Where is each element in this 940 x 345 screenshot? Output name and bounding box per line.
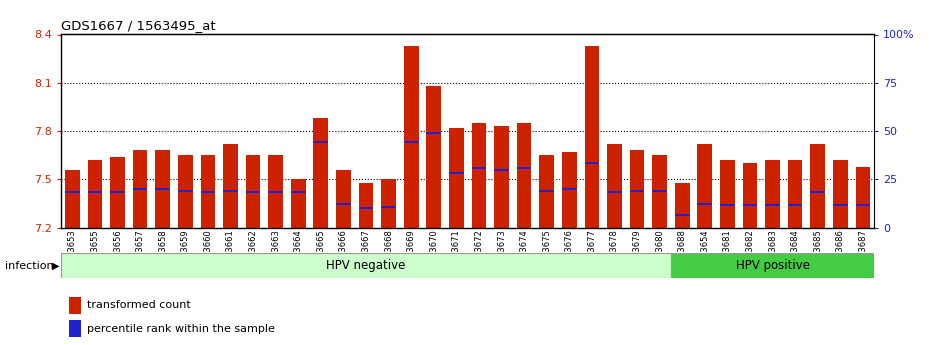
Bar — [110, 157, 125, 228]
Bar — [449, 128, 463, 228]
Bar — [810, 191, 825, 193]
Bar — [61, 253, 671, 278]
Bar — [855, 204, 870, 206]
Bar — [404, 46, 418, 228]
Bar — [382, 179, 396, 228]
Bar — [652, 155, 667, 228]
Bar — [765, 160, 780, 228]
Bar — [223, 190, 238, 191]
Bar — [720, 160, 735, 228]
Bar — [675, 183, 690, 228]
Bar — [404, 141, 418, 143]
Bar — [427, 86, 441, 228]
Bar — [585, 162, 599, 164]
Bar — [697, 203, 713, 205]
Bar — [178, 155, 193, 228]
Bar — [652, 190, 667, 191]
Bar — [65, 170, 80, 228]
Bar — [675, 214, 690, 216]
Text: HPV negative: HPV negative — [326, 259, 406, 272]
Bar — [382, 206, 396, 208]
Bar — [65, 191, 80, 193]
Bar — [585, 46, 599, 228]
Bar — [855, 167, 870, 228]
Bar — [200, 191, 215, 193]
Bar — [494, 169, 509, 171]
Bar — [110, 191, 125, 193]
Bar — [833, 160, 848, 228]
Bar — [630, 150, 645, 228]
Bar — [494, 126, 509, 228]
Bar — [697, 144, 713, 228]
Bar — [314, 118, 328, 228]
Bar — [449, 172, 463, 174]
Bar — [314, 141, 328, 143]
Bar — [133, 150, 148, 228]
Text: percentile rank within the sample: percentile rank within the sample — [87, 324, 275, 334]
Bar — [743, 163, 758, 228]
Text: HPV positive: HPV positive — [736, 259, 809, 272]
Bar — [87, 160, 102, 228]
Bar — [517, 123, 531, 228]
Bar — [245, 191, 260, 193]
Bar — [720, 204, 735, 206]
Bar — [671, 253, 885, 278]
Bar — [359, 207, 373, 209]
Bar — [540, 155, 554, 228]
Bar — [200, 155, 215, 228]
Bar — [472, 167, 486, 169]
Text: infection: infection — [5, 261, 54, 270]
Bar — [133, 188, 148, 190]
Bar — [155, 188, 170, 190]
Bar — [540, 190, 554, 191]
Bar — [70, 320, 81, 337]
Bar — [337, 170, 351, 228]
Bar — [630, 190, 645, 191]
Bar — [765, 204, 780, 206]
Bar — [268, 191, 283, 193]
Bar — [788, 204, 803, 206]
Text: ▶: ▶ — [52, 261, 59, 270]
Bar — [245, 155, 260, 228]
Bar — [607, 144, 621, 228]
Bar — [427, 132, 441, 134]
Bar — [517, 167, 531, 169]
Bar — [788, 160, 803, 228]
Bar — [178, 190, 193, 191]
Bar — [290, 191, 306, 193]
Bar — [472, 123, 486, 228]
Bar — [87, 191, 102, 193]
Bar — [223, 144, 238, 228]
Bar — [562, 188, 576, 190]
Bar — [268, 155, 283, 228]
Text: transformed count: transformed count — [87, 300, 191, 310]
Bar — [743, 204, 758, 206]
Bar — [607, 191, 621, 193]
Bar — [810, 144, 825, 228]
Bar — [155, 150, 170, 228]
Bar — [70, 297, 81, 314]
Bar — [833, 204, 848, 206]
Text: GDS1667 / 1563495_at: GDS1667 / 1563495_at — [61, 19, 215, 32]
Bar — [290, 179, 306, 228]
Bar — [337, 203, 351, 205]
Bar — [562, 152, 576, 228]
Bar — [359, 183, 373, 228]
